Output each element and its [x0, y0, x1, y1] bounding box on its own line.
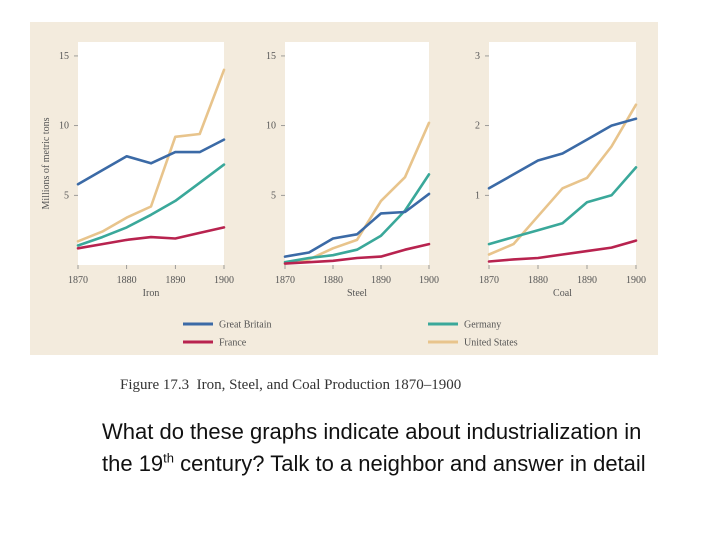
coal-chart: 1 2 3 1870 1880 1890 1900 Coal [475, 42, 646, 299]
x-tick-label: 1890 [165, 275, 185, 286]
legend-label: Great Britain [219, 320, 271, 331]
x-tick-label: 1880 [323, 275, 343, 286]
x-tick-label: 1900 [626, 275, 646, 286]
caption-label: Figure 17.3 [120, 377, 190, 393]
legend-label: Germany [464, 320, 501, 331]
question-line2: century? Talk to a neighbor and answer i… [174, 451, 646, 476]
x-tick-label: 1880 [528, 275, 548, 286]
legend: Great Britain Germany France United States [183, 320, 518, 349]
series-line-united-states [487, 103, 638, 256]
x-tick-label: 1890 [577, 275, 597, 286]
plot-area [78, 42, 224, 265]
x-tick-label: 1870 [68, 275, 88, 286]
question-text: What do these graphs indicate about indu… [102, 416, 662, 480]
caption-text: Iron, Steel, and Coal Production 1870–19… [196, 377, 462, 393]
y-tick-label: 5 [64, 190, 69, 201]
series-line-france [487, 239, 638, 263]
x-tick-label: 1900 [214, 275, 234, 286]
series-line-france [76, 226, 226, 250]
series-line-great-britain [487, 117, 638, 190]
plot-area [285, 42, 429, 265]
series-line-germany [487, 166, 638, 246]
y-tick-label: 2 [475, 121, 480, 132]
y-tick-label: 10 [59, 121, 69, 132]
x-tick-label: 1870 [275, 275, 295, 286]
figure-caption: Figure 17.3 Iron, Steel, and Coal Produc… [120, 377, 461, 394]
y-axis-label: Millions of metric tons [41, 117, 52, 209]
figure-panel: 5 10 15 1870 1880 1890 1900 Iron Millions of met… [30, 22, 658, 355]
legend-label: United States [464, 338, 518, 349]
series-line-great-britain [76, 138, 226, 186]
iron-chart: 5 10 15 1870 1880 1890 1900 Iron Millions of met… [41, 42, 234, 299]
series-line-france [283, 242, 431, 265]
x-axis-label: Coal [553, 288, 572, 299]
y-tick-label: 1 [475, 190, 480, 201]
series-line-united-states [76, 68, 226, 243]
steel-chart: 5 10 15 1870 1880 1890 1900 Steel [266, 42, 439, 299]
legend-label: France [219, 338, 247, 349]
question-line1: What do these graphs indicate about indu… [102, 419, 642, 476]
series-line-germany [76, 163, 226, 247]
x-tick-label: 1880 [117, 275, 137, 286]
x-tick-label: 1870 [479, 275, 499, 286]
y-tick-label: 15 [59, 51, 69, 62]
y-tick-label: 3 [475, 51, 480, 62]
y-tick-label: 10 [266, 121, 276, 132]
x-axis-label: Steel [347, 288, 367, 299]
series-line-great-britain [283, 192, 431, 258]
x-tick-label: 1890 [371, 275, 391, 286]
series-line-united-states [283, 121, 431, 265]
x-tick-label: 1900 [419, 275, 439, 286]
x-axis-label: Iron [143, 288, 160, 299]
y-tick-label: 15 [266, 51, 276, 62]
y-tick-label: 5 [271, 190, 276, 201]
question-superscript: th [163, 450, 175, 466]
